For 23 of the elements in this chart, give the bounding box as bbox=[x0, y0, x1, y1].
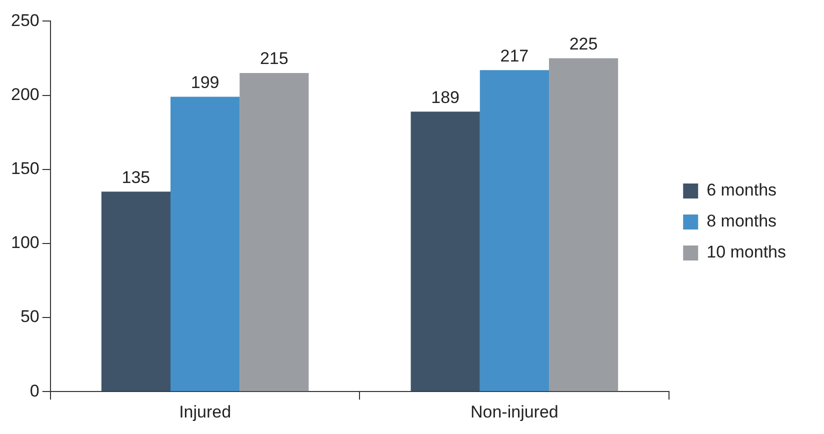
legend-label: 6 months bbox=[706, 180, 777, 200]
y-tick-label: 200 bbox=[10, 84, 40, 104]
y-tick-label: 0 bbox=[30, 381, 40, 400]
x-tick-label: Non-injured bbox=[470, 402, 558, 422]
legend-label: 8 months bbox=[706, 212, 777, 231]
y-tick-label: 100 bbox=[10, 233, 40, 252]
bar bbox=[101, 192, 171, 392]
y-tick-label: 150 bbox=[10, 159, 40, 178]
y-tick-label: 50 bbox=[20, 307, 40, 326]
data-label: 189 bbox=[431, 88, 460, 107]
data-label: 225 bbox=[569, 34, 598, 54]
legend-label: 10 months bbox=[706, 242, 786, 262]
bar bbox=[170, 96, 240, 392]
bar bbox=[480, 70, 549, 392]
y-tick-label: 250 bbox=[10, 10, 40, 30]
bar bbox=[410, 112, 480, 392]
data-label: 215 bbox=[260, 49, 288, 68]
data-label: 199 bbox=[190, 72, 220, 92]
x-tick-label: Injured bbox=[179, 402, 232, 422]
data-label: 135 bbox=[122, 168, 150, 187]
bar bbox=[240, 73, 309, 392]
bar bbox=[548, 58, 618, 392]
data-label: 217 bbox=[500, 46, 529, 66]
